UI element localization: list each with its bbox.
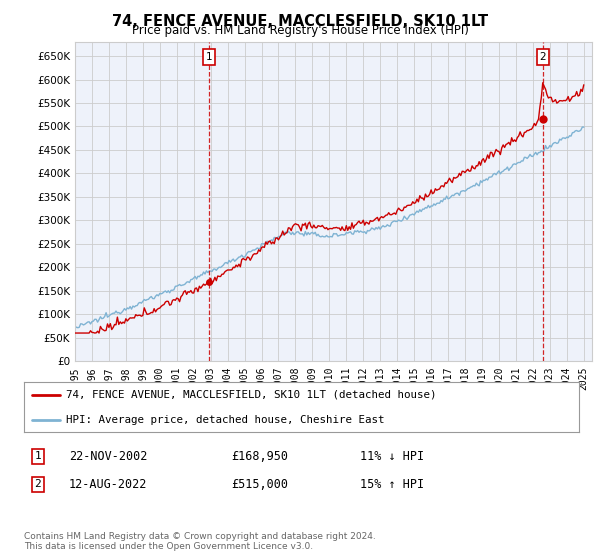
Text: 2: 2 (540, 52, 547, 62)
Text: 74, FENCE AVENUE, MACCLESFIELD, SK10 1LT (detached house): 74, FENCE AVENUE, MACCLESFIELD, SK10 1LT… (65, 390, 436, 399)
Text: £168,950: £168,950 (231, 450, 288, 463)
Text: 1: 1 (34, 451, 41, 461)
Text: 22-NOV-2002: 22-NOV-2002 (69, 450, 148, 463)
Text: £515,000: £515,000 (231, 478, 288, 491)
Text: 2: 2 (34, 479, 41, 489)
Text: 1: 1 (206, 52, 212, 62)
Text: Contains HM Land Registry data © Crown copyright and database right 2024.
This d: Contains HM Land Registry data © Crown c… (24, 532, 376, 552)
Text: HPI: Average price, detached house, Cheshire East: HPI: Average price, detached house, Ches… (65, 415, 384, 424)
Text: 12-AUG-2022: 12-AUG-2022 (69, 478, 148, 491)
Text: 15% ↑ HPI: 15% ↑ HPI (360, 478, 424, 491)
Text: 11% ↓ HPI: 11% ↓ HPI (360, 450, 424, 463)
Text: 74, FENCE AVENUE, MACCLESFIELD, SK10 1LT: 74, FENCE AVENUE, MACCLESFIELD, SK10 1LT (112, 14, 488, 29)
Text: Price paid vs. HM Land Registry's House Price Index (HPI): Price paid vs. HM Land Registry's House … (131, 24, 469, 36)
